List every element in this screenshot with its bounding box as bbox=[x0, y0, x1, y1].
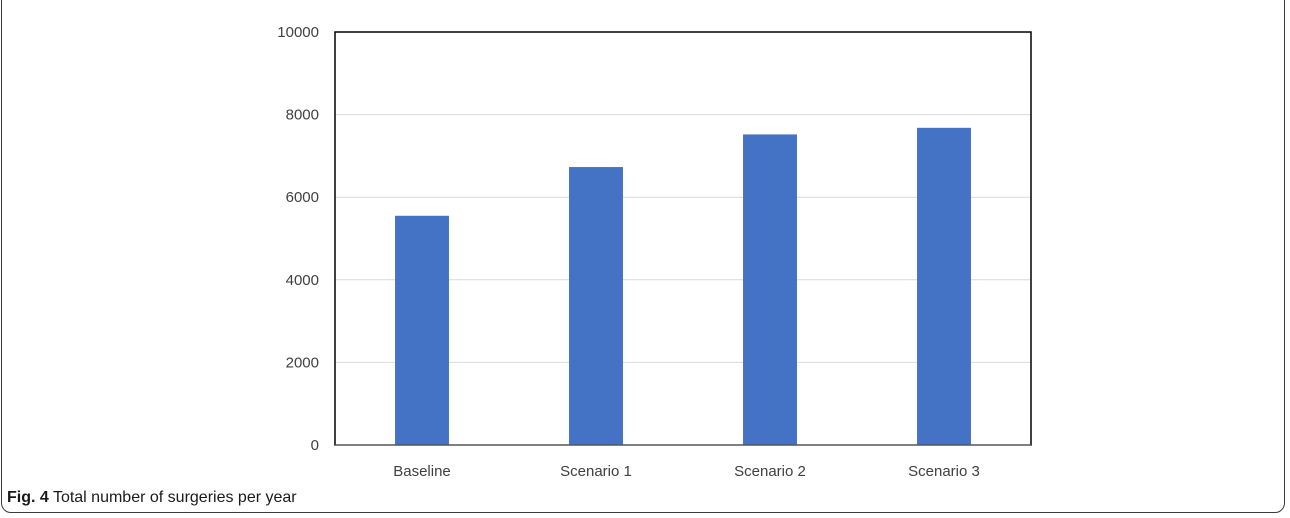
y-tick-label-0: 0 bbox=[311, 437, 319, 454]
figure-caption: Fig. 4 Total number of surgeries per yea… bbox=[7, 489, 297, 507]
caption-label: Fig. 4 bbox=[7, 489, 49, 506]
y-tick-label-4000: 4000 bbox=[286, 272, 319, 289]
y-tick-label-2000: 2000 bbox=[286, 354, 319, 371]
bar-scenario-1 bbox=[569, 167, 623, 445]
bar-baseline bbox=[395, 215, 449, 445]
y-tick-label-6000: 6000 bbox=[286, 189, 319, 206]
y-tick-label-10000: 10000 bbox=[277, 24, 319, 41]
bar-scenario-3 bbox=[917, 127, 971, 445]
x-tick-label-baseline: Baseline bbox=[393, 463, 451, 480]
bar-scenario-2 bbox=[743, 134, 797, 445]
x-tick-label-scenario-3: Scenario 3 bbox=[908, 463, 980, 480]
x-tick-label-scenario-2: Scenario 2 bbox=[734, 463, 806, 480]
caption-text: Total number of surgeries per year bbox=[48, 489, 297, 506]
y-tick-label-8000: 8000 bbox=[286, 107, 319, 124]
x-tick-label-scenario-1: Scenario 1 bbox=[560, 463, 632, 480]
